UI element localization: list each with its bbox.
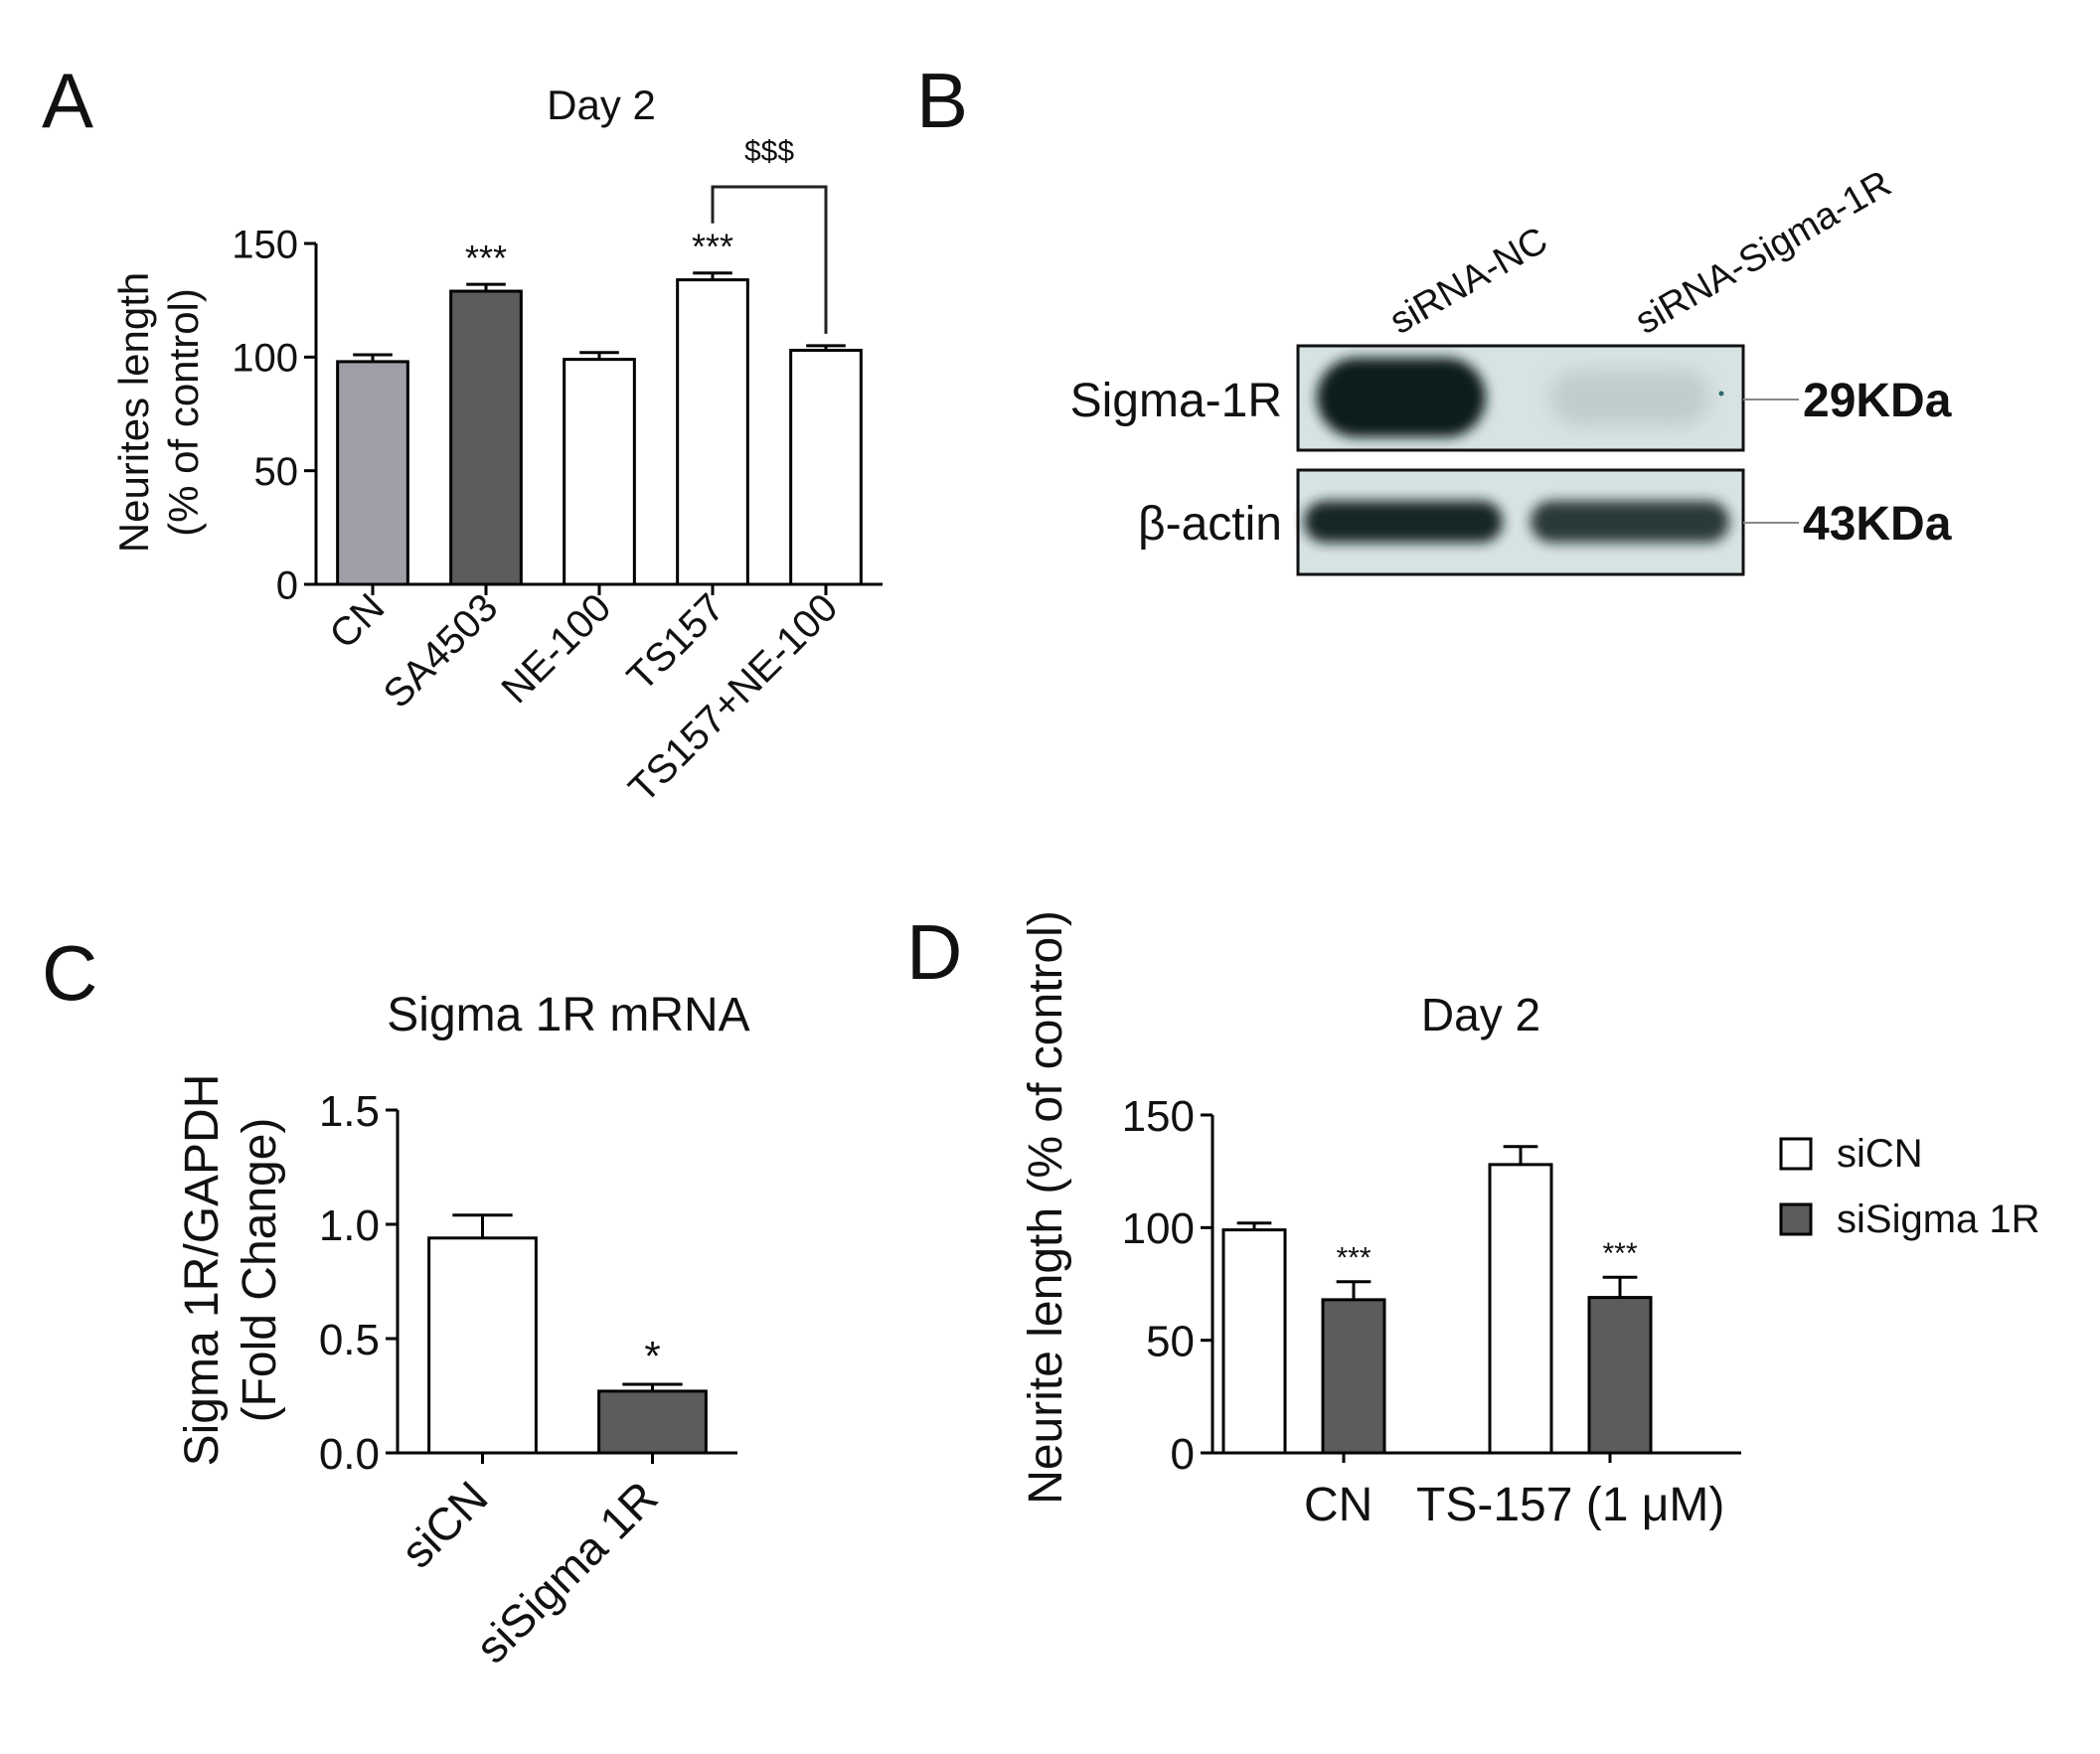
blot-size-actin: 43KDa: [1803, 498, 1952, 551]
chart-a: 0 50 100 150 Day 2 Neurites length(% of contr…: [110, 81, 883, 811]
y-tick-label: 50: [1146, 1318, 1195, 1366]
bar: [427, 1236, 538, 1455]
x-tick-label: TS157: [619, 585, 732, 699]
bar: [1321, 1298, 1386, 1455]
comparison-bracket: [711, 185, 828, 334]
significance-label: ***: [465, 238, 507, 278]
chart-title: Day 2: [1421, 989, 1540, 1040]
lane-label-sigma: siRNA-Sigma-1R: [1629, 163, 1899, 343]
blot-band: [1317, 358, 1486, 437]
legend-label: siSigma 1R: [1837, 1197, 2040, 1241]
blot-band: [1304, 501, 1503, 543]
bar: [336, 360, 409, 586]
legend-swatch: [1779, 1202, 1813, 1236]
x-tick-label: TS157+NE-100: [620, 585, 846, 811]
y-axis-label-line: Neurites length: [110, 272, 157, 554]
panel-label-b: B: [916, 57, 968, 144]
bar: [449, 289, 523, 586]
y-tick-label: 0: [1171, 1430, 1195, 1479]
y-axis-label-line: (Fold Change): [234, 1118, 286, 1423]
chart-d: 0 50 100 150 Day 2 Neurite length (% of contr…: [1020, 910, 2040, 1531]
y-tick-label: 1.0: [319, 1201, 380, 1250]
y-tick-label: 50: [254, 450, 299, 494]
panel-label-d: D: [906, 908, 962, 996]
y-tick-label: 100: [232, 337, 298, 381]
band-group-sigma1r: [1317, 358, 1724, 437]
lane-label-nc: siRNA-NC: [1383, 220, 1555, 343]
blot-band: [1531, 501, 1729, 543]
y-tick-label: 100: [1122, 1204, 1195, 1253]
bar: [1488, 1163, 1553, 1455]
x-tick-label: TS-157 (1 μM): [1416, 1479, 1724, 1531]
bar: [789, 348, 863, 586]
x-tick-label: CN: [1304, 1479, 1373, 1531]
blot-protein-sigma1r: Sigma-1R: [1070, 375, 1282, 427]
y-tick-label: 0.0: [319, 1430, 380, 1479]
y-tick-label: 150: [232, 223, 298, 266]
y-axis-label-line: Neurite length (% of control): [1020, 910, 1072, 1505]
comparison-label: $$$: [744, 135, 794, 168]
panel-label-a: A: [42, 57, 93, 144]
bar: [563, 358, 636, 586]
significance-label: ***: [692, 227, 733, 267]
x-tick-label: SA4503: [376, 585, 507, 717]
x-tick-label: NE-100: [493, 585, 619, 712]
y-tick-label: 0: [276, 563, 298, 607]
chart-title: Day 2: [547, 81, 656, 128]
blot-band: [1550, 370, 1709, 425]
bar: [1221, 1228, 1287, 1455]
legend-swatch: [1779, 1137, 1813, 1171]
legend-label: siCN: [1837, 1132, 1923, 1176]
y-axis-label: Sigma 1R/GAPDH(Fold Change): [176, 1074, 286, 1467]
blot-size-sigma1r: 29KDa: [1803, 375, 1952, 427]
x-tick-label: CN: [321, 585, 393, 657]
y-axis-label: Neurite length (% of control): [1020, 910, 1072, 1505]
y-axis-label-line: (% of control): [160, 288, 207, 537]
significance-label: ***: [1336, 1242, 1371, 1275]
y-tick-label: 1.5: [319, 1087, 380, 1136]
chart-title: Sigma 1R mRNA: [387, 989, 749, 1041]
bar: [1587, 1296, 1653, 1455]
y-axis-label: Neurites length(% of control): [110, 272, 207, 554]
blot-protein-actin: β-actin: [1138, 498, 1282, 551]
western-blot-panel: siRNA-NC siRNA-Sigma-1R Sigma-1R 29KDa β…: [1070, 163, 1952, 576]
x-tick-label: siSigma 1R: [465, 1471, 667, 1673]
significance-label: *: [644, 1333, 660, 1379]
panel-label-c: C: [42, 929, 97, 1017]
y-tick-label: 150: [1122, 1092, 1195, 1141]
y-tick-label: 0.5: [319, 1316, 380, 1364]
y-axis-label-line: Sigma 1R/GAPDH: [176, 1074, 229, 1467]
blot-speck: [1718, 391, 1724, 397]
bar: [597, 1389, 708, 1455]
significance-label: ***: [1602, 1237, 1637, 1270]
x-tick-label: siCN: [391, 1471, 497, 1577]
bar: [676, 278, 749, 586]
band-group-actin: [1304, 501, 1729, 543]
